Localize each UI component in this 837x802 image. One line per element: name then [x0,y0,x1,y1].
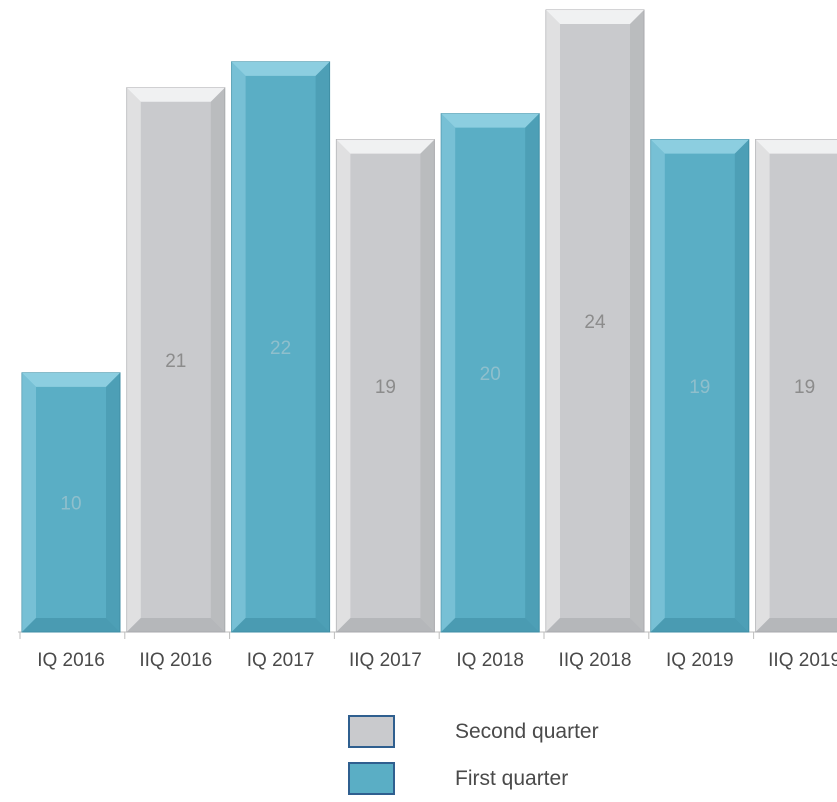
x-tick-label-iq-2017: IQ 2017 [247,650,315,671]
value-label-iiq-2019: 19 [794,377,815,398]
value-label-iq-2016: 10 [60,493,81,514]
x-tick-label-iiq-2019: IIQ 2019 [768,650,837,671]
legend-label-second-quarter: Second quarter [455,719,599,743]
value-label-iiq-2016: 21 [165,351,186,372]
x-tick-label-iq-2016: IQ 2016 [37,650,105,671]
x-tick-label-iiq-2017: IIQ 2017 [349,650,422,671]
bar-iiq-2017 [335,139,435,633]
legend-swatch-first-quarter [348,762,395,795]
value-label-iq-2019: 19 [689,377,710,398]
bar-iiq-2018 [545,9,645,633]
bar-iq-2016 [21,372,121,633]
x-tick-label-iiq-2018: IIQ 2018 [559,650,632,671]
bar-iq-2019 [650,139,750,633]
x-tick-label-iiq-2016: IIQ 2016 [139,650,212,671]
x-tick-label-iq-2019: IQ 2019 [666,650,734,671]
bar-iq-2017 [231,61,331,633]
value-label-iiq-2018: 24 [584,312,606,333]
legend-item-second-quarter: Second quarter [348,708,599,755]
legend-label-first-quarter: First quarter [455,766,569,790]
legend-item-first-quarter: First quarter [348,755,599,802]
bar-iiq-2019 [755,139,837,633]
bar-iiq-2016 [126,87,226,633]
legend: Second quarter First quarter [348,708,599,802]
value-label-iiq-2017: 19 [375,377,396,398]
bar-chart: 10 IQ 2016 21 IIQ 2016 22 IQ 2017 19 IIQ 2017 20… [18,9,837,671]
bar-iq-2018 [440,113,540,633]
legend-swatch-second-quarter [348,715,395,748]
value-label-iq-2017: 22 [270,338,291,359]
value-label-iq-2018: 20 [480,364,501,385]
x-tick-label-iq-2018: IQ 2018 [456,650,524,671]
